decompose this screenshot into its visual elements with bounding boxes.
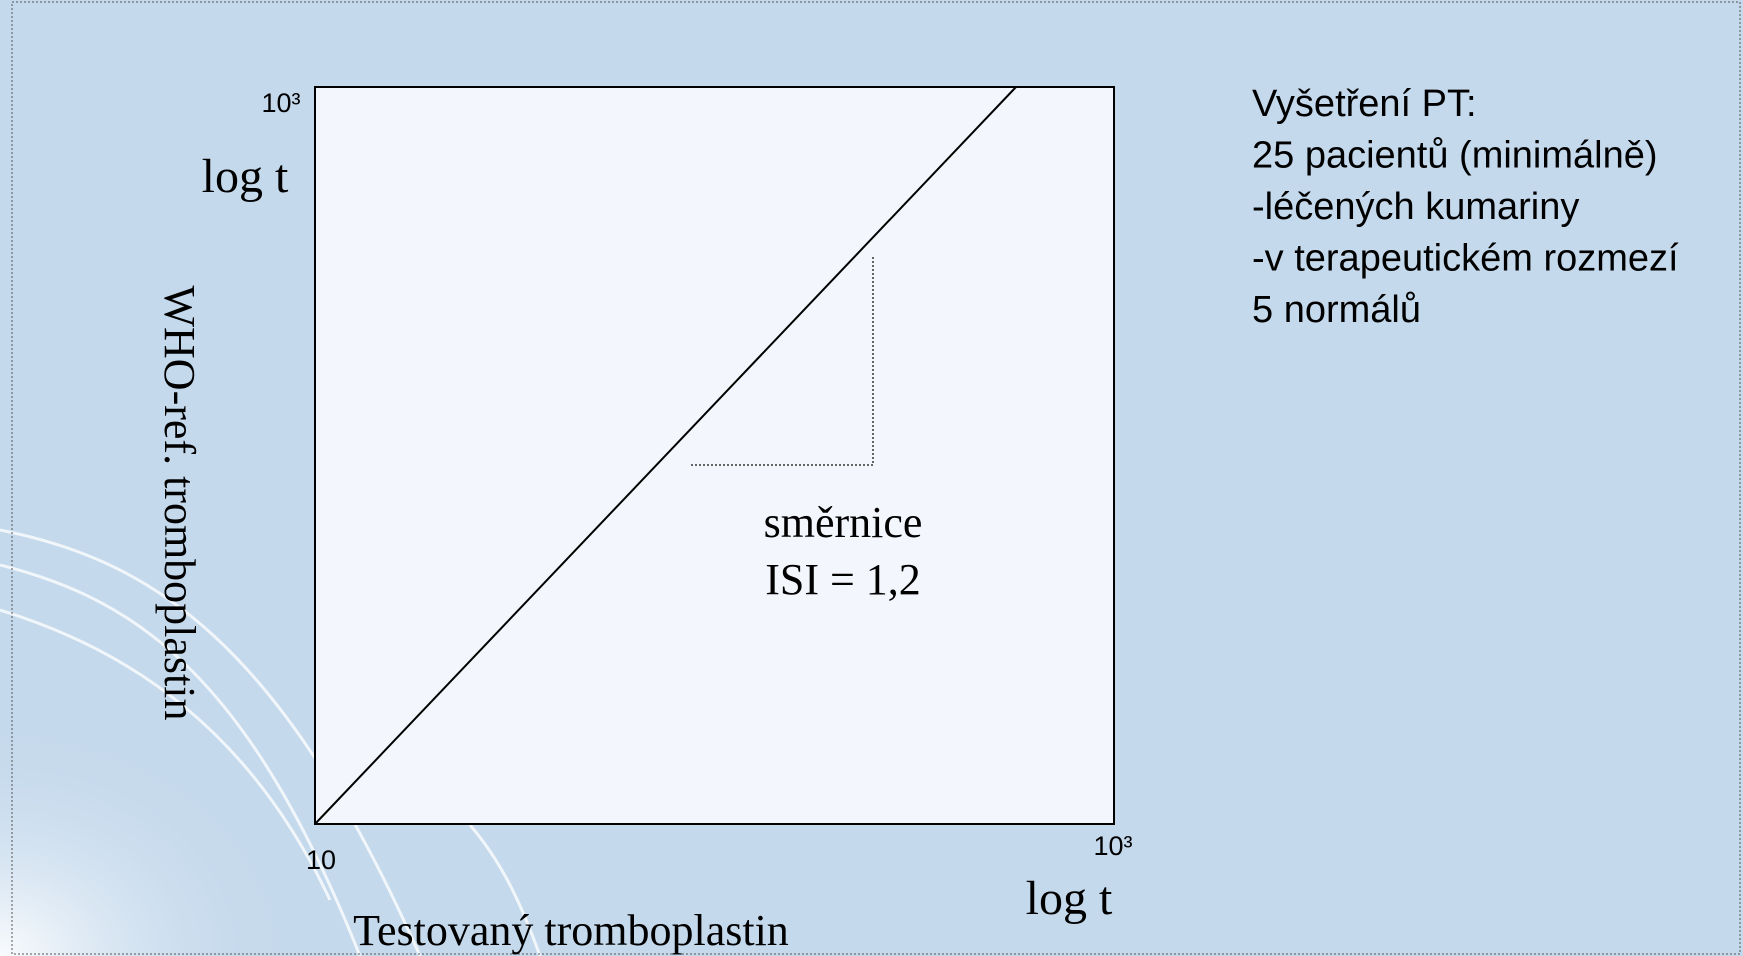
x-axis-title: Testovaný tromboplastin bbox=[353, 906, 789, 955]
decor-curves bbox=[0, 528, 542, 956]
annotation-line: ISI = 1,2 bbox=[765, 555, 921, 604]
decor-curve bbox=[0, 528, 422, 956]
origin-tick: 10 bbox=[306, 845, 336, 875]
note-line: Vyšetření PT: bbox=[1252, 83, 1477, 125]
note-line: -v terapeutickém rozmezí bbox=[1252, 238, 1679, 280]
y-axis-title: WHO-ref. tromboplastin bbox=[155, 286, 204, 721]
x-right-tick: 10³ bbox=[1093, 831, 1132, 861]
y-top-tick: 10³ bbox=[261, 88, 300, 118]
note-line: 5 normálů bbox=[1252, 289, 1421, 331]
slide-border bbox=[11, 1, 1741, 955]
decor-curve bbox=[468, 824, 542, 956]
note-line: -léčených kumariny bbox=[1252, 186, 1579, 228]
decor-curve bbox=[0, 563, 362, 956]
notes: Vyšetření PT: 25 pacientů (minimálně) -léč… bbox=[1252, 83, 1679, 331]
x-axis-label: log t bbox=[1026, 872, 1113, 925]
regression-line bbox=[314, 86, 1017, 825]
annotation-line: směrnice bbox=[764, 498, 923, 547]
note-line: 25 pacientů (minimálně) bbox=[1252, 135, 1658, 177]
slope-triangle bbox=[691, 256, 874, 466]
plot-area bbox=[314, 86, 1115, 825]
y-axis-label: log t bbox=[202, 150, 289, 203]
decor-curve bbox=[0, 608, 332, 901]
